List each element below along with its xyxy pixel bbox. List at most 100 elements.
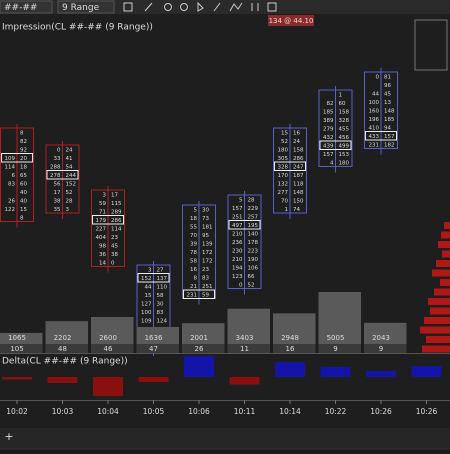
x-tick-label: 10:26	[416, 407, 438, 416]
ask: 94	[384, 125, 391, 131]
ask: 24	[66, 147, 73, 153]
volume-bar	[91, 316, 134, 344]
icon-zoom-out[interactable]	[180, 3, 188, 11]
ask: 137	[157, 276, 168, 282]
icon-window[interactable]	[267, 2, 277, 12]
ask: 114	[111, 226, 122, 232]
ask: 73	[202, 216, 209, 222]
ask: 45	[111, 243, 118, 249]
icon-draw[interactable]	[144, 2, 153, 12]
bid: 52	[281, 139, 288, 145]
profile-bar	[424, 317, 450, 324]
icon-wave[interactable]	[229, 2, 243, 12]
ask: 180	[339, 160, 350, 166]
ask: 3	[66, 207, 70, 213]
ask: 54	[66, 164, 73, 170]
bid: 5	[239, 197, 243, 203]
instrument-select[interactable]	[0, 0, 53, 14]
trades-cell	[136, 344, 179, 353]
poc-box	[228, 220, 261, 230]
bid: 39	[190, 241, 197, 247]
volume-bar	[364, 322, 407, 344]
poc-box	[137, 273, 170, 283]
add-tab[interactable]: +	[4, 430, 13, 443]
ask: 27	[157, 267, 164, 273]
ask: 328	[339, 118, 350, 124]
ask: 23	[111, 235, 118, 241]
bid: 278	[50, 173, 61, 179]
icon-line[interactable]	[213, 2, 221, 12]
ask: 157	[384, 134, 395, 140]
volume-label: 1636	[145, 334, 163, 342]
volume-bar	[45, 321, 88, 344]
bid: 44	[372, 91, 379, 97]
ask: 30	[202, 207, 209, 213]
ask: 257	[248, 214, 259, 220]
bid: 251	[232, 214, 243, 220]
bid: 123	[232, 274, 243, 280]
bid: 1	[285, 207, 289, 213]
bid: 152	[141, 276, 152, 282]
poc-box	[1, 153, 33, 163]
panel-title: Impression(CL ##-## (9 Range))	[2, 23, 153, 33]
ask: 60	[20, 181, 27, 187]
volume-label: 2948	[281, 334, 299, 342]
ask: 172	[202, 250, 213, 256]
ask: 118	[293, 181, 304, 187]
ask: 289	[111, 209, 122, 215]
instrument: ##-##	[4, 3, 37, 13]
period-select[interactable]	[57, 0, 115, 14]
bid: 70	[281, 198, 288, 204]
bid: 132	[278, 181, 289, 187]
x-tick-label: 10:14	[279, 407, 301, 416]
ask: 178	[248, 240, 259, 246]
ask: 153	[339, 152, 350, 158]
ask: 45	[384, 91, 391, 97]
profile-bar	[444, 222, 450, 229]
bid: 236	[232, 240, 243, 246]
profile-bar	[430, 307, 450, 315]
trades-cell	[318, 344, 361, 353]
bid: 5	[194, 207, 198, 213]
volume-bar	[227, 308, 270, 344]
ask: 247	[293, 164, 304, 170]
bid: 0	[57, 147, 61, 153]
ask: 148	[384, 108, 395, 114]
trades-label: 48	[58, 345, 67, 353]
ask: 150	[293, 198, 304, 204]
x-tick-label: 10:05	[143, 407, 165, 416]
trades-cell	[0, 344, 43, 353]
bid: 109	[141, 318, 152, 324]
icon-pointer[interactable]	[197, 1, 204, 12]
ask: 106	[248, 265, 259, 271]
profile-bar	[436, 260, 450, 267]
ask: 59	[202, 292, 209, 298]
bid: 70	[190, 233, 197, 239]
poc-box	[274, 161, 306, 171]
ask: 152	[66, 181, 77, 187]
volume-label: 2001	[190, 334, 208, 342]
bid: 410	[369, 125, 380, 131]
ask: 23	[202, 267, 209, 273]
icon-split[interactable]	[251, 3, 259, 11]
x-tick-label: 10:03	[52, 407, 74, 416]
bid: 17	[54, 190, 61, 196]
bid: 433	[369, 134, 380, 140]
icon-bars[interactable]	[123, 2, 133, 12]
bid: 194	[232, 265, 243, 271]
bid: 432	[323, 135, 334, 141]
volume-label: 3403	[236, 334, 254, 342]
bid: 170	[278, 173, 289, 179]
bid: 16	[190, 267, 197, 273]
icon-zoom-in[interactable]	[164, 3, 172, 11]
bid: 230	[232, 248, 243, 254]
ask: 82	[20, 139, 27, 145]
bid: 58	[190, 258, 197, 264]
ask: 83	[157, 310, 164, 316]
bid: 109	[5, 156, 16, 162]
ask: 190	[248, 257, 259, 263]
poc-box	[183, 289, 215, 299]
bid: 98	[99, 243, 106, 249]
ask: 83	[202, 275, 209, 281]
